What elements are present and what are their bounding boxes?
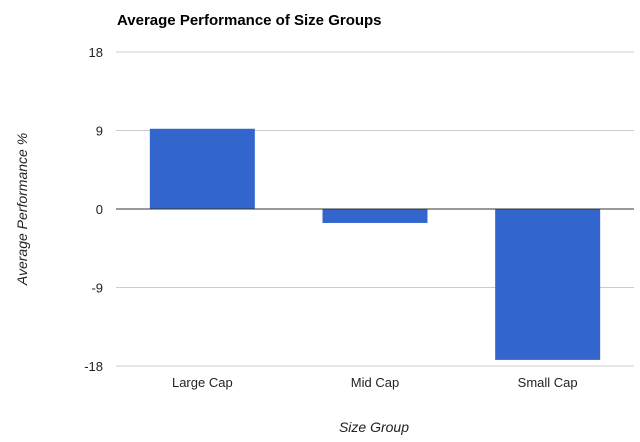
y-axis-label: Average Performance % <box>14 133 30 286</box>
y-tick-label: 0 <box>96 202 103 217</box>
x-tick-label: Mid Cap <box>351 375 399 390</box>
chart-title: Average Performance of Size Groups <box>117 12 382 29</box>
y-tick-label: 18 <box>89 45 103 60</box>
bar <box>495 209 601 360</box>
y-tick-label: -18 <box>84 359 103 374</box>
x-tick-label: Large Cap <box>172 375 233 390</box>
y-axis-ticks: 18 9 0 -9 -18 <box>84 45 103 374</box>
bars <box>149 128 601 360</box>
x-axis-ticks: Large Cap Mid Cap Small Cap <box>172 375 578 390</box>
y-tick-label: 9 <box>96 124 103 139</box>
bar <box>149 128 255 209</box>
bar <box>322 209 428 223</box>
x-axis-label: Size Group <box>339 419 409 435</box>
x-tick-label: Small Cap <box>518 375 578 390</box>
y-tick-label: -9 <box>91 281 103 296</box>
